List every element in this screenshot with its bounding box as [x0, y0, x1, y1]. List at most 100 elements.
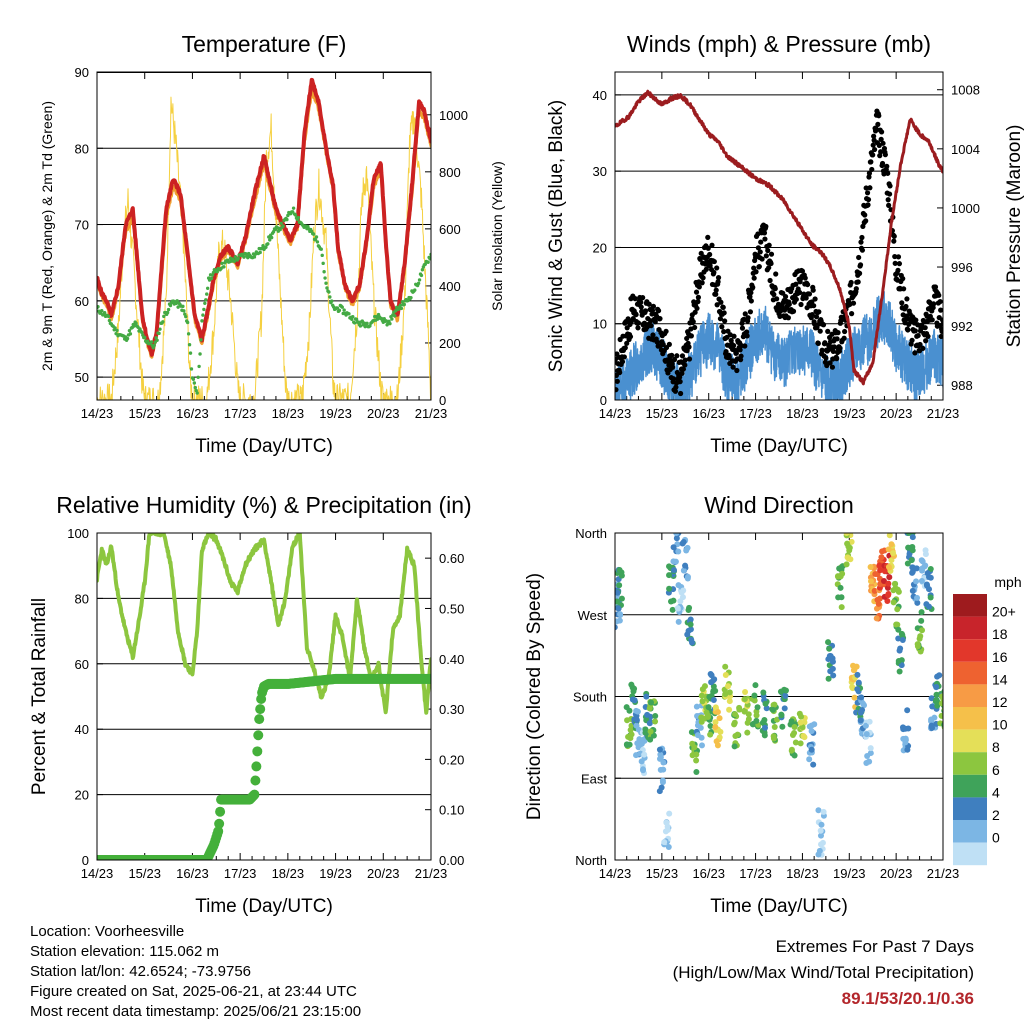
gust-point: [682, 357, 688, 363]
wind-direction-point: [666, 585, 673, 592]
gust-point: [730, 342, 737, 349]
wind-direction-point: [900, 726, 907, 733]
gust-point: [895, 254, 902, 260]
extremes-values: 89.1/53/20.1/0.36: [841, 989, 974, 1008]
extremes-title: Extremes For Past 7 Days: [775, 937, 974, 956]
gust-point: [803, 295, 809, 301]
wind-direction-point: [792, 739, 799, 746]
gust-point: [820, 322, 827, 328]
panel-2-ytick-right-label: 0.50: [439, 601, 464, 616]
gust-point: [940, 321, 943, 327]
wind-direction-point: [808, 722, 815, 729]
wind-direction-point: [918, 617, 925, 624]
gust-point: [939, 328, 943, 334]
wind-direction-point: [685, 627, 692, 634]
wind-direction-point: [818, 821, 825, 828]
dewpoint-point: [311, 232, 316, 236]
panel-0-ytick-right-label: 600: [439, 222, 461, 237]
wind-direction-point: [640, 766, 647, 773]
gust-point: [711, 258, 717, 265]
gust-point: [758, 239, 764, 245]
dewpoint-point: [222, 265, 226, 269]
created-text: Figure created on Sat, 2025-06-21, at 23…: [30, 983, 357, 1000]
colorbar-swatch: [953, 639, 987, 662]
panel-0-title: Temperature (F): [182, 31, 347, 57]
dewpoint-point: [152, 343, 156, 348]
dewpoint-point: [188, 351, 193, 355]
panel-0-xtick-label: 16/23: [176, 406, 209, 421]
gust-point: [899, 300, 905, 306]
gust-point: [686, 344, 692, 350]
wind-direction-point: [904, 746, 911, 753]
dewpoint-point: [337, 308, 342, 313]
dewpoint-point: [330, 299, 334, 303]
wind-direction-point: [751, 692, 758, 699]
dewpoint-point: [352, 321, 357, 325]
gust-point: [811, 303, 817, 309]
wind-direction-point: [616, 566, 623, 573]
wind-direction-point: [829, 665, 836, 672]
wind-direction-point: [670, 544, 677, 551]
panel-0-xtick-label: 15/23: [128, 406, 161, 421]
gust-point: [842, 328, 848, 335]
gust-point: [750, 284, 756, 290]
wind-direction-point: [652, 713, 659, 720]
dewpoint-point: [232, 259, 237, 263]
gust-point: [863, 218, 869, 224]
panel-2-ytick-right-label: 0.10: [439, 803, 464, 818]
colorbar-swatch: [953, 752, 987, 775]
panel-3-ytick-label: East: [581, 771, 607, 786]
gust-point: [896, 261, 903, 267]
panel-3-xlabel: Time (Day/UTC): [710, 896, 848, 917]
wind-direction-point: [682, 562, 689, 569]
extremes-subtitle: (High/Low/Max Wind/Total Precipitation): [672, 963, 974, 982]
wind-direction-point: [712, 724, 719, 731]
wind-direction-point: [650, 732, 657, 739]
dewpoint-point: [354, 317, 359, 322]
wind-direction-point: [788, 718, 795, 725]
dewpoint-point: [426, 260, 430, 264]
panel-1-xlabel: Time (Day/UTC): [710, 436, 848, 457]
gust-point: [718, 299, 724, 305]
dewpoint-point: [413, 288, 417, 292]
wind-direction-point: [694, 722, 701, 729]
gust-point: [739, 325, 746, 331]
gust-point: [753, 269, 759, 275]
dewpoint-point: [320, 253, 324, 258]
wind-direction-point: [839, 570, 846, 577]
wind-direction-point: [863, 731, 870, 738]
gust-point: [755, 245, 761, 251]
wind-direction-point: [927, 574, 934, 581]
panel-2-ytick-right-label: 0.30: [439, 702, 464, 717]
wind-direction-point: [782, 692, 789, 699]
wind-direction-point: [919, 627, 926, 634]
wind-direction-point: [679, 540, 686, 547]
wind-direction-point: [896, 668, 903, 675]
wind-direction-point: [710, 688, 717, 695]
panel-2-ytick-right-label: 0.60: [439, 551, 464, 566]
wind-direction-point: [864, 753, 871, 760]
gust-point: [913, 317, 919, 323]
wind-direction-point: [659, 777, 666, 784]
wind-direction-point: [634, 708, 641, 715]
gust-point: [809, 312, 815, 318]
panel-1-ylabel: Sonic Wind & Gust (Blue, Black): [546, 100, 567, 372]
gust-point: [638, 299, 644, 305]
wind-direction-point: [731, 711, 738, 718]
gust-point: [714, 302, 720, 308]
gust-point: [696, 284, 702, 290]
panel-0-ytick-label: 90: [75, 65, 89, 80]
dewpoint-point: [175, 299, 179, 303]
dewpoint-point: [342, 308, 346, 312]
panel-2-xtick-label: 16/23: [176, 866, 209, 881]
gust-point: [688, 333, 694, 339]
dewpoint-point: [419, 273, 424, 278]
gust-point: [917, 341, 923, 348]
panel-0-ytick-right-label: 400: [439, 279, 461, 294]
gust-point: [837, 345, 843, 351]
gust-point: [920, 345, 926, 351]
panel-0-xlabel: Time (Day/UTC): [195, 436, 333, 457]
gust-point: [747, 294, 753, 300]
wind-direction-point: [693, 768, 700, 775]
panel-1-ytick-right-label: 1004: [951, 142, 980, 157]
